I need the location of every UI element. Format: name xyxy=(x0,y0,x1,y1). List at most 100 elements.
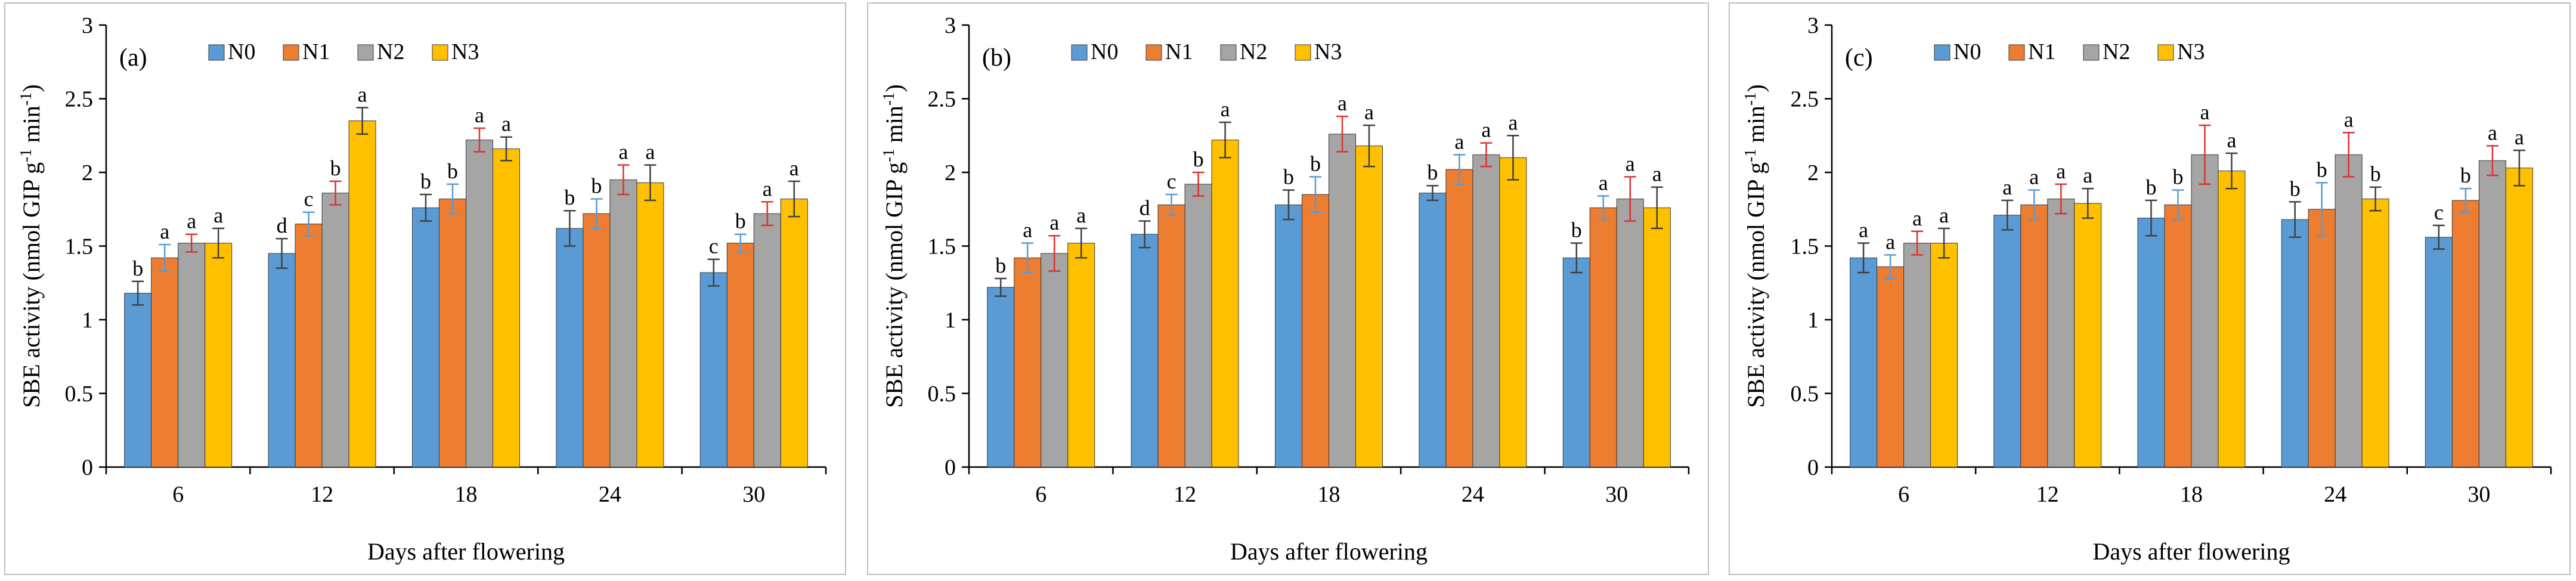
bar-n1-day-18 xyxy=(1302,194,1329,468)
x-axis-title: Days after flowering xyxy=(1230,538,1428,565)
x-tick-label: 30 xyxy=(742,482,765,507)
significance-letter: a xyxy=(2029,165,2039,189)
significance-letter: b xyxy=(2146,175,2157,199)
y-tick-label: 2.5 xyxy=(65,87,94,112)
significance-letter: a xyxy=(789,156,799,180)
significance-letter: a xyxy=(1508,110,1518,134)
bar-n2-day-24 xyxy=(2334,154,2363,468)
significance-letter: a xyxy=(1939,203,1949,227)
legend-label-n2: N2 xyxy=(1240,39,1267,64)
bar-n3-day-24 xyxy=(1499,157,1527,468)
bar-n1-day-6 xyxy=(1877,266,1905,468)
y-tick-label: 2.5 xyxy=(928,87,956,112)
significance-letter: b xyxy=(1283,165,1294,189)
bar-n0-day-24 xyxy=(1419,193,1447,468)
bar-n0-day-6 xyxy=(987,287,1015,468)
y-tick-label: 0 xyxy=(945,455,956,480)
significance-letter: d xyxy=(1140,196,1150,220)
significance-letter: a xyxy=(2083,163,2092,187)
y-axis-title: SBE activity (nmol GIP g-1 min-1) xyxy=(880,84,908,407)
x-tick-label: 6 xyxy=(1035,482,1046,507)
significance-letter: b xyxy=(1571,218,1582,242)
significance-letter: a xyxy=(618,140,628,164)
x-tick-label: 12 xyxy=(1174,482,1196,507)
legend-label-n3: N3 xyxy=(451,39,479,64)
significance-letter: a xyxy=(2227,128,2237,152)
bar-n2-day-30 xyxy=(753,213,781,468)
bar-n2-day-30 xyxy=(1616,198,1644,468)
legend-swatch-n2 xyxy=(1220,44,1237,61)
legend-label-n0: N0 xyxy=(228,39,255,64)
x-tick-label: 18 xyxy=(455,482,478,507)
chart-panel-a: 00.511.522.536 12 18 24 30bdbbcacbbbabaaaaaa… xyxy=(4,2,846,575)
bar-n1-day-24 xyxy=(1445,169,1473,468)
legend-swatch-n1 xyxy=(1145,44,1162,61)
significance-letter: b xyxy=(1427,160,1438,184)
significance-letter: a xyxy=(501,112,511,136)
bar-n2-day-30 xyxy=(2478,160,2506,468)
bar-n1-day-12 xyxy=(2020,204,2048,468)
bar-n3-day-30 xyxy=(2505,168,2533,468)
x-tick-label: 6 xyxy=(1898,482,1909,507)
bar-n2-day-24 xyxy=(1472,154,1500,468)
significance-letter: a xyxy=(1481,118,1491,142)
bar-n3-day-12 xyxy=(348,120,376,468)
legend-label-n2: N2 xyxy=(2103,39,2130,64)
y-tick-label: 1.5 xyxy=(1791,234,1819,259)
x-tick-label: 24 xyxy=(2324,482,2346,507)
significance-letter: b xyxy=(2370,162,2381,186)
x-tick-label: 6 xyxy=(172,482,184,507)
bar-n0-day-30 xyxy=(1562,257,1590,468)
significance-letter: b xyxy=(591,174,602,197)
x-tick-label: 30 xyxy=(2467,482,2490,507)
significance-letter: b xyxy=(420,169,431,193)
y-tick-label: 3 xyxy=(1807,13,1819,38)
bar-n2-day-18 xyxy=(466,140,493,468)
y-tick-label: 0.5 xyxy=(1791,382,1819,407)
significance-letter: d xyxy=(277,214,287,237)
significance-letter: a xyxy=(1023,218,1032,242)
bar-n1-day-30 xyxy=(1589,207,1617,468)
y-tick-label: 0.5 xyxy=(65,382,94,407)
y-tick-label: 0 xyxy=(1807,455,1819,480)
significance-letter: b xyxy=(2290,177,2301,200)
x-tick-label: 24 xyxy=(1462,482,1484,507)
legend-swatch-n1 xyxy=(2008,44,2025,61)
significance-letter: a xyxy=(358,82,367,106)
significance-letter: a xyxy=(1221,97,1230,121)
y-tick-label: 3 xyxy=(945,13,956,38)
y-tick-label: 1.5 xyxy=(928,234,956,259)
legend-label-n3: N3 xyxy=(2177,39,2205,64)
significance-letter: a xyxy=(1454,129,1464,153)
y-tick-label: 2 xyxy=(82,160,93,186)
x-axis-title: Days after flowering xyxy=(2093,538,2290,565)
legend-swatch-n0 xyxy=(1071,44,1088,61)
legend-label-n1: N1 xyxy=(2028,39,2055,64)
significance-letter: b xyxy=(564,186,575,209)
significance-letter: c xyxy=(1167,169,1176,193)
bar-n2-day-12 xyxy=(1184,184,1212,468)
legend-swatch-n2 xyxy=(2083,44,2100,61)
bar-n0-day-24 xyxy=(2281,219,2309,468)
bar-n2-day-12 xyxy=(321,193,349,468)
significance-letter: a xyxy=(160,220,169,243)
bar-n1-day-24 xyxy=(583,213,611,468)
bar-n0-day-30 xyxy=(699,272,727,468)
y-tick-label: 1.5 xyxy=(65,234,94,259)
significance-letter: b xyxy=(735,209,746,233)
significance-letter: b xyxy=(132,256,143,280)
significance-letter: b xyxy=(2460,163,2471,187)
legend-swatch-n0 xyxy=(208,44,225,61)
bar-n2-day-18 xyxy=(1329,134,1356,468)
significance-letter: a xyxy=(1912,206,1922,230)
bar-n3-day-18 xyxy=(493,148,520,468)
significance-letter: b xyxy=(995,254,1006,277)
bar-n2-day-6 xyxy=(178,243,206,468)
significance-letter: b xyxy=(330,156,341,180)
significance-letter: a xyxy=(1337,91,1347,115)
bar-n2-day-24 xyxy=(609,179,637,468)
bar-n3-day-6 xyxy=(205,243,233,468)
significance-letter: a xyxy=(213,203,223,227)
y-tick-label: 3 xyxy=(82,13,93,38)
